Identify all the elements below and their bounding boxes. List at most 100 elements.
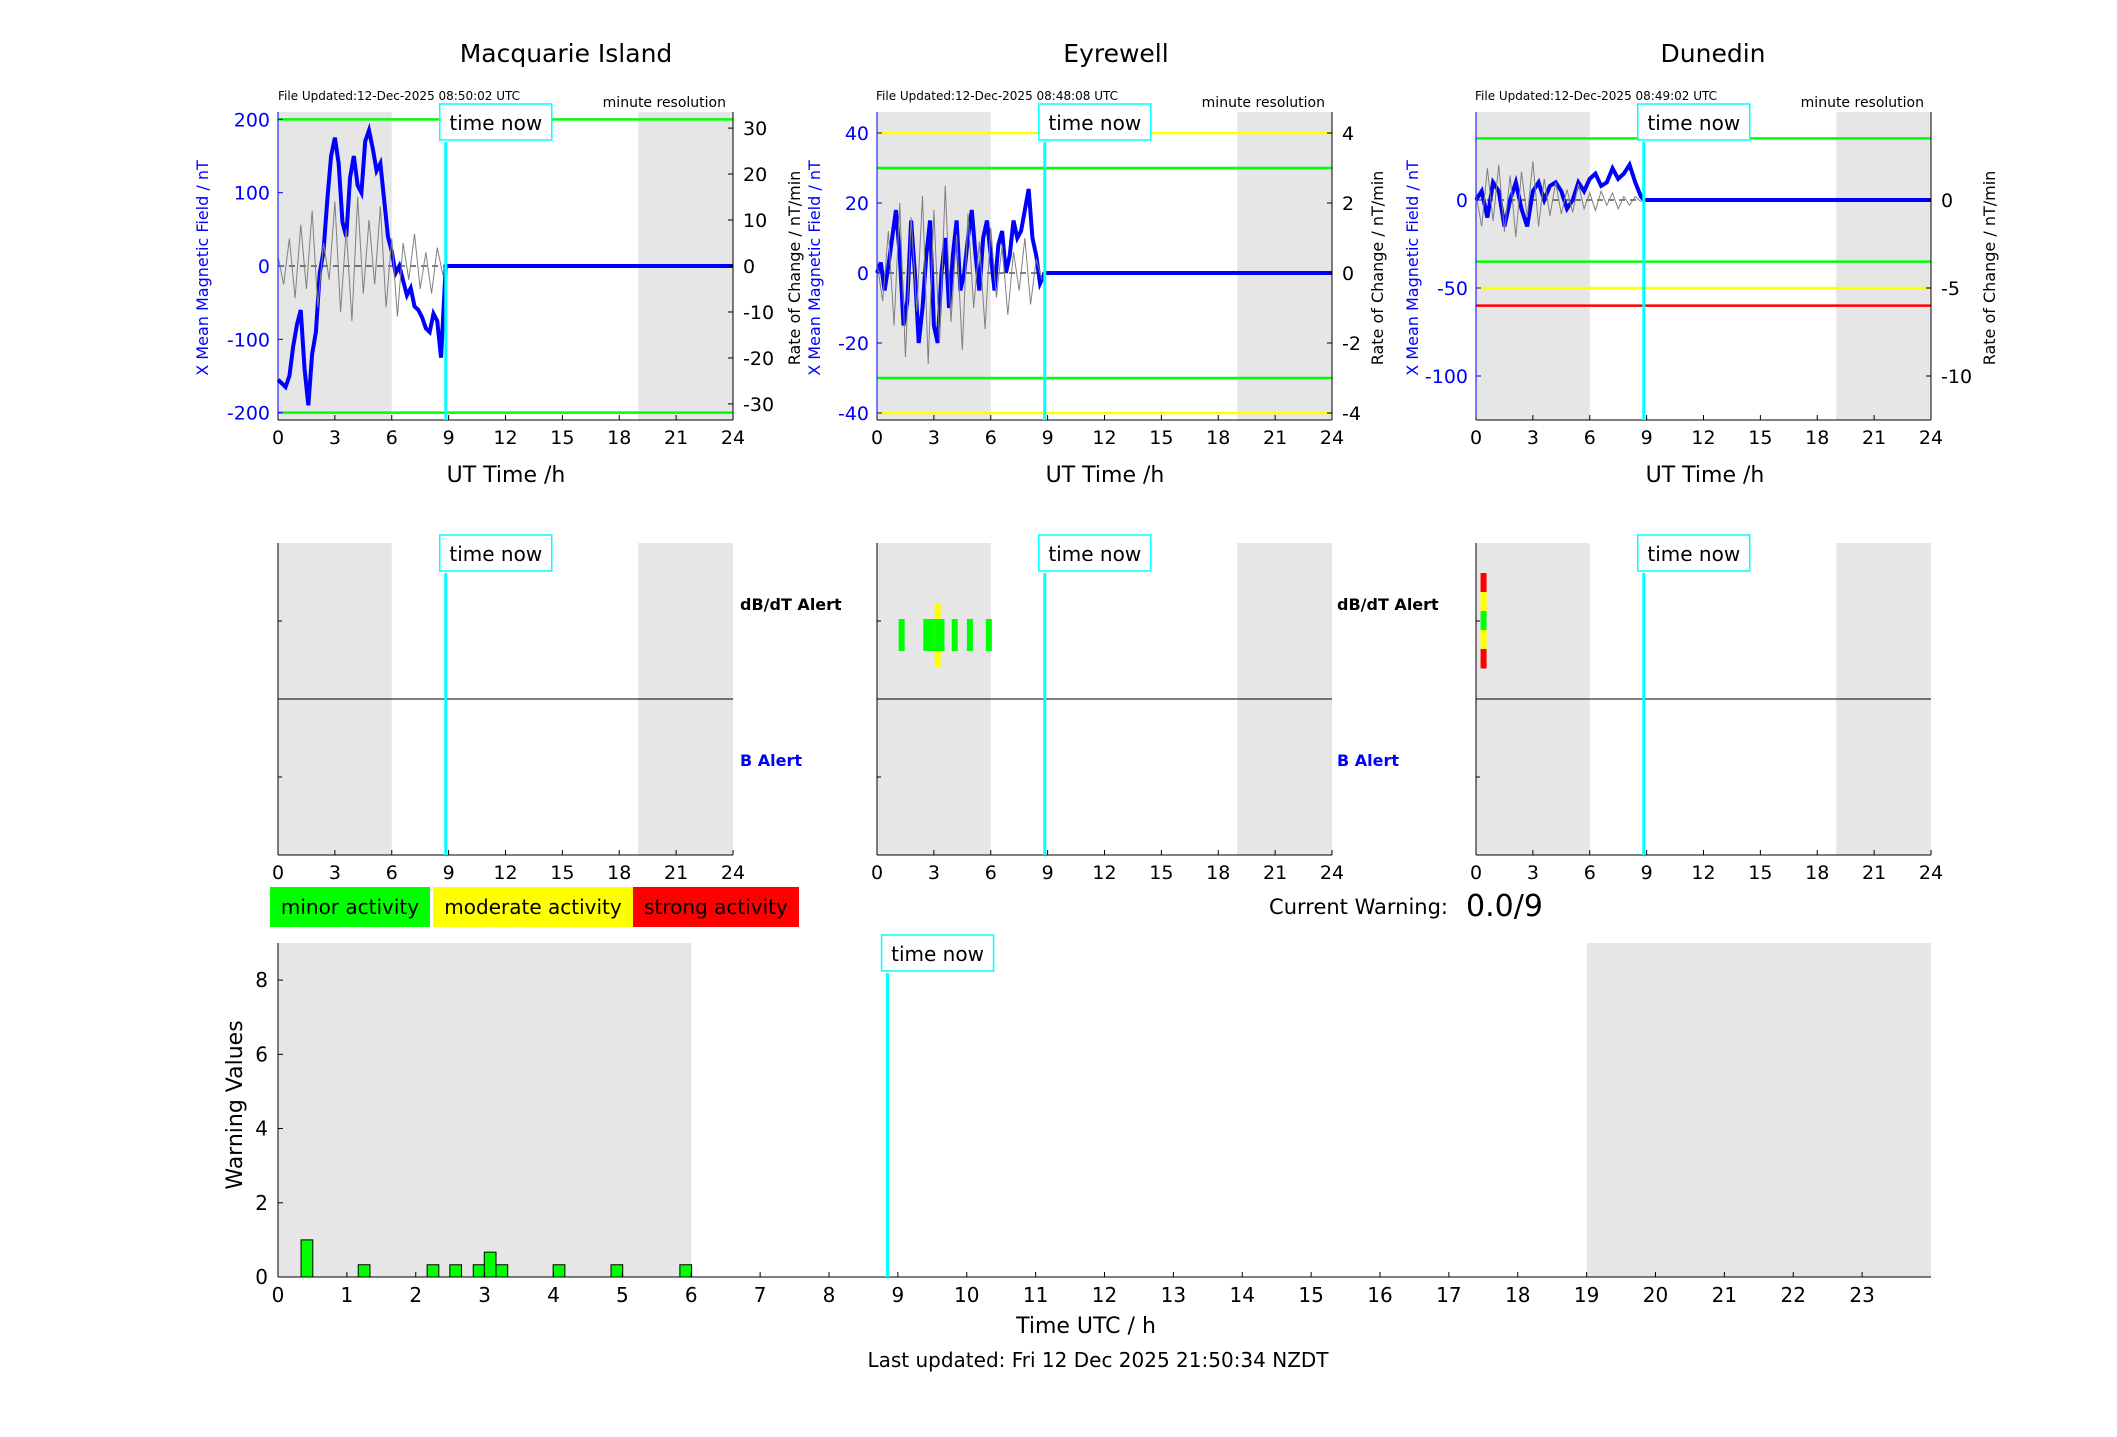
x-axis-label: Time UTC / h (1015, 1314, 1156, 1339)
rate-of-change-series (277, 197, 444, 322)
warning-bar (357, 1264, 371, 1278)
x-tick-label: 9 (443, 862, 455, 884)
resolution-label: minute resolution (1801, 95, 1924, 111)
dbdt-alert-mark-minor (938, 619, 945, 651)
x-tick-label: 0 (272, 862, 284, 884)
y-axis-label-left: X Mean Magnetic Field / nT (193, 160, 212, 376)
x-tick-label: 20 (1643, 1283, 1668, 1307)
dbdt-alert-mark-minor (966, 619, 973, 651)
y2-tick-label: 2 (1342, 193, 1354, 215)
legend-minor-label: minor activity (281, 895, 419, 919)
dbdt-alert-mark-moderate (1480, 592, 1487, 612)
alert-labels-macquarie: dB/dT Alert B Alert (740, 595, 842, 770)
night-shading (877, 112, 991, 420)
activity-legend: minor activity moderate activity strong … (270, 887, 799, 927)
warning-bar (449, 1264, 463, 1278)
x-tick-label: 6 (985, 427, 997, 449)
y-tick-label: 40 (845, 123, 869, 145)
legend-moderate-swatch (433, 887, 633, 927)
field-panel-eyrewell: Eyrewell File Updated:12-Dec-2025 08:48:… (805, 39, 1387, 488)
x-tick-label: 16 (1367, 1283, 1392, 1307)
time-now-label: time now (449, 542, 542, 566)
night-shading (1476, 112, 1590, 420)
x-tick-label: 18 (1206, 862, 1230, 884)
y2-tick-label: -30 (743, 394, 774, 416)
y-tick-label: 8 (255, 968, 268, 992)
warning-bar (472, 1264, 486, 1278)
field-panel-dunedin: Dunedin File Updated:12-Dec-2025 08:49:0… (1403, 39, 1999, 488)
x-tick-label: 22 (1781, 1283, 1806, 1307)
time-now-label: time now (1048, 111, 1141, 135)
x-tick-label: 9 (1042, 862, 1054, 884)
y-tick-label: 2 (255, 1191, 268, 1215)
y2-tick-label: -5 (1941, 278, 1960, 300)
dbdt-alert-mark-minor (951, 619, 958, 651)
x-tick-label: 15 (1748, 862, 1772, 884)
x-tick-label: 9 (892, 1283, 905, 1307)
x-tick-label: 4 (547, 1283, 560, 1307)
dbdt-alert-mark-minor (930, 619, 937, 651)
x-tick-label: 0 (1470, 862, 1482, 884)
x-tick-label: 0 (871, 427, 883, 449)
dbdt-alert-label: dB/dT Alert (1337, 595, 1439, 614)
x-tick-label: 15 (1298, 1283, 1323, 1307)
dbdt-alert-mark-strong (1480, 649, 1487, 669)
x-tick-label: 5 (616, 1283, 629, 1307)
x-tick-label: 18 (1505, 1283, 1530, 1307)
time-now-box (1637, 534, 1751, 572)
x-tick-label: 24 (1320, 862, 1344, 884)
y-tick-label: 100 (234, 183, 270, 205)
y2-tick-label: 20 (743, 164, 767, 186)
plot-layer: 0 3 6 9 12 15 18 21 24-200-1000100200-30-20-1001… (227, 103, 1972, 1307)
x-tick-label: 24 (1320, 427, 1344, 449)
y2-tick-label: -10 (1941, 366, 1972, 388)
y2-tick-label: 0 (1941, 190, 1953, 212)
x-tick-label: 2 (409, 1283, 422, 1307)
legend-strong-label: strong activity (644, 895, 788, 919)
x-tick-label: 9 (1641, 862, 1653, 884)
field-series (875, 188, 1332, 344)
dbdt-alert-mark-minor (934, 619, 941, 651)
y2-tick-label: 0 (1342, 263, 1354, 285)
y-tick-label: -200 (227, 403, 270, 425)
x-tick-label: 11 (1023, 1283, 1048, 1307)
y-axis-label-right: Rate of Change / nT/min (1368, 171, 1387, 366)
file-updated-label: File Updated:12-Dec-2025 08:49:02 UTC (1475, 89, 1717, 103)
x-tick-label: 18 (1805, 862, 1829, 884)
alert-strip-2: 0 3 6 9 12 15 18 21 24 time now (1470, 534, 1943, 884)
legend-moderate-label: moderate activity (444, 895, 622, 919)
x-tick-label: 6 (985, 862, 997, 884)
y-axis-label-right: Rate of Change / nT/min (785, 171, 804, 366)
x-tick-label: 12 (1092, 427, 1116, 449)
night-shading (1836, 112, 1931, 420)
x-tick-label: 6 (386, 427, 398, 449)
x-tick-label: 24 (1919, 427, 1943, 449)
warning-bar (483, 1251, 497, 1278)
rate-of-change-series (876, 185, 1043, 365)
dbdt-alert-mark-minor (1480, 611, 1487, 631)
x-tick-label: 3 (928, 862, 940, 884)
b-alert-label: B Alert (740, 751, 802, 770)
x-tick-label: 15 (1149, 427, 1173, 449)
x-tick-label: 6 (1584, 427, 1596, 449)
current-warning-label: Current Warning: (1269, 895, 1448, 919)
field-panel-macquarie: Macquarie Island File Updated:12-Dec-202… (193, 39, 804, 488)
y-tick-label: -20 (838, 333, 869, 355)
y-axis-label: Warning Values (223, 1020, 248, 1189)
time-now-label: time now (1048, 542, 1141, 566)
b-alert-label: B Alert (1337, 751, 1399, 770)
time-now-box (880, 934, 995, 972)
x-axis-label: UT Time /h (1046, 463, 1165, 488)
file-updated-label: File Updated:12-Dec-2025 08:50:02 UTC (278, 89, 520, 103)
x-tick-label: 15 (1149, 862, 1173, 884)
y-tick-label: 200 (234, 109, 270, 131)
time-now-label: time now (449, 111, 542, 135)
y-axis-label-left: X Mean Magnetic Field / nT (1403, 160, 1422, 376)
warning-bar (679, 1264, 693, 1278)
dbdt-alert-mark-minor (898, 619, 905, 651)
y-tick-label: -100 (227, 329, 270, 351)
x-tick-label: 12 (493, 427, 517, 449)
x-tick-label: 21 (664, 427, 688, 449)
y2-tick-label: 10 (743, 210, 767, 232)
